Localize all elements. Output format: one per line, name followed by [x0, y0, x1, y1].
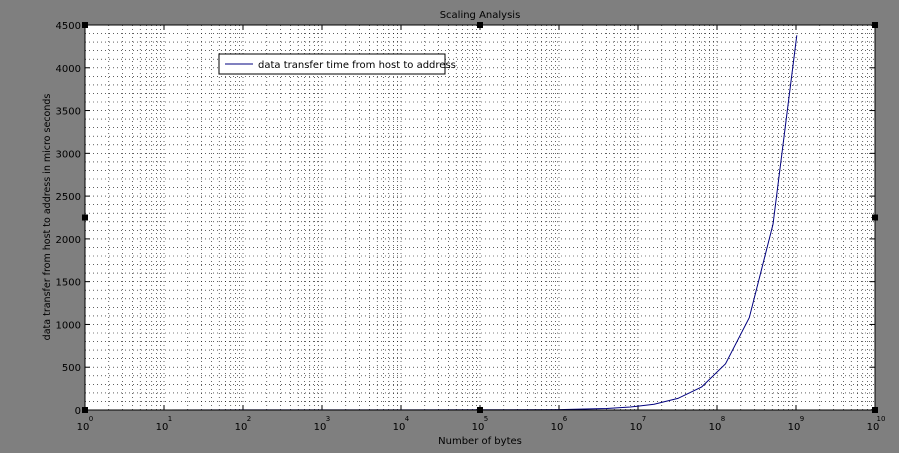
y-tick-label: 1500 [56, 278, 81, 289]
y-tick-label: 2500 [56, 192, 81, 203]
x-tick-label-base: 10 [709, 422, 722, 433]
x-tick-label-base: 10 [867, 422, 880, 433]
y-tick-label: 2000 [56, 235, 81, 246]
x-tick-label-exponent: 2 [247, 415, 251, 423]
x-tick-label-exponent: 1 [168, 415, 172, 423]
grid-lines [85, 25, 875, 410]
y-tick-label: 3500 [56, 107, 81, 118]
x-tick-label-base: 10 [314, 422, 327, 433]
x-tick-label-exponent: 9 [800, 415, 804, 423]
y-tick-label: 3000 [56, 149, 81, 160]
x-tick-label-exponent: 6 [563, 415, 568, 423]
x-tick-label-exponent: 10 [877, 415, 886, 423]
x-tick-label-base: 10 [393, 422, 406, 433]
chart-title: Scaling Analysis [440, 10, 521, 21]
legend-box [218, 53, 446, 75]
x-axis-label: Number of bytes [438, 436, 522, 447]
selection-handle[interactable] [82, 407, 88, 413]
selection-handle[interactable] [82, 22, 88, 28]
y-tick-label: 500 [62, 363, 81, 374]
x-tick-label-exponent: 3 [326, 415, 330, 423]
selection-handle[interactable] [82, 214, 88, 221]
legend-label: data transfer time from host to address [258, 60, 456, 71]
x-tick-label-exponent: 5 [484, 415, 488, 423]
x-tick-label-exponent: 8 [721, 415, 725, 423]
y-tick-label: 1000 [56, 320, 81, 331]
x-tick-label-exponent: 0 [89, 415, 93, 423]
y-tick-label: 0 [75, 406, 81, 417]
x-tick-label-base: 10 [551, 422, 564, 433]
selection-handle[interactable] [477, 407, 483, 413]
y-tick-labels: 0 500 1000 1500 2000 2500 3000 3500 4000 4500 [56, 21, 81, 417]
x-tick-label-exponent: 4 [405, 415, 410, 423]
x-tick-label-base: 10 [472, 422, 485, 433]
x-tick-label-base: 10 [156, 422, 169, 433]
x-tick-label-base: 10 [788, 422, 801, 433]
selection-handles[interactable] [82, 22, 878, 413]
y-tick-label: 4000 [56, 64, 81, 75]
y-axis-label: data transfer from host to address in mi… [42, 94, 53, 341]
legend: data transfer time from host to address [218, 53, 456, 75]
selection-handle[interactable] [872, 407, 878, 413]
y-tick-label: 4500 [56, 21, 81, 32]
x-tick-label-base: 10 [235, 422, 248, 433]
x-tick-label-base: 10 [630, 422, 643, 433]
selection-handle[interactable] [872, 214, 878, 221]
x-tick-label-exponent: 7 [642, 415, 646, 423]
selection-handle[interactable] [477, 22, 483, 28]
x-tick-label-base: 10 [77, 422, 90, 433]
selection-handle[interactable] [872, 22, 878, 28]
